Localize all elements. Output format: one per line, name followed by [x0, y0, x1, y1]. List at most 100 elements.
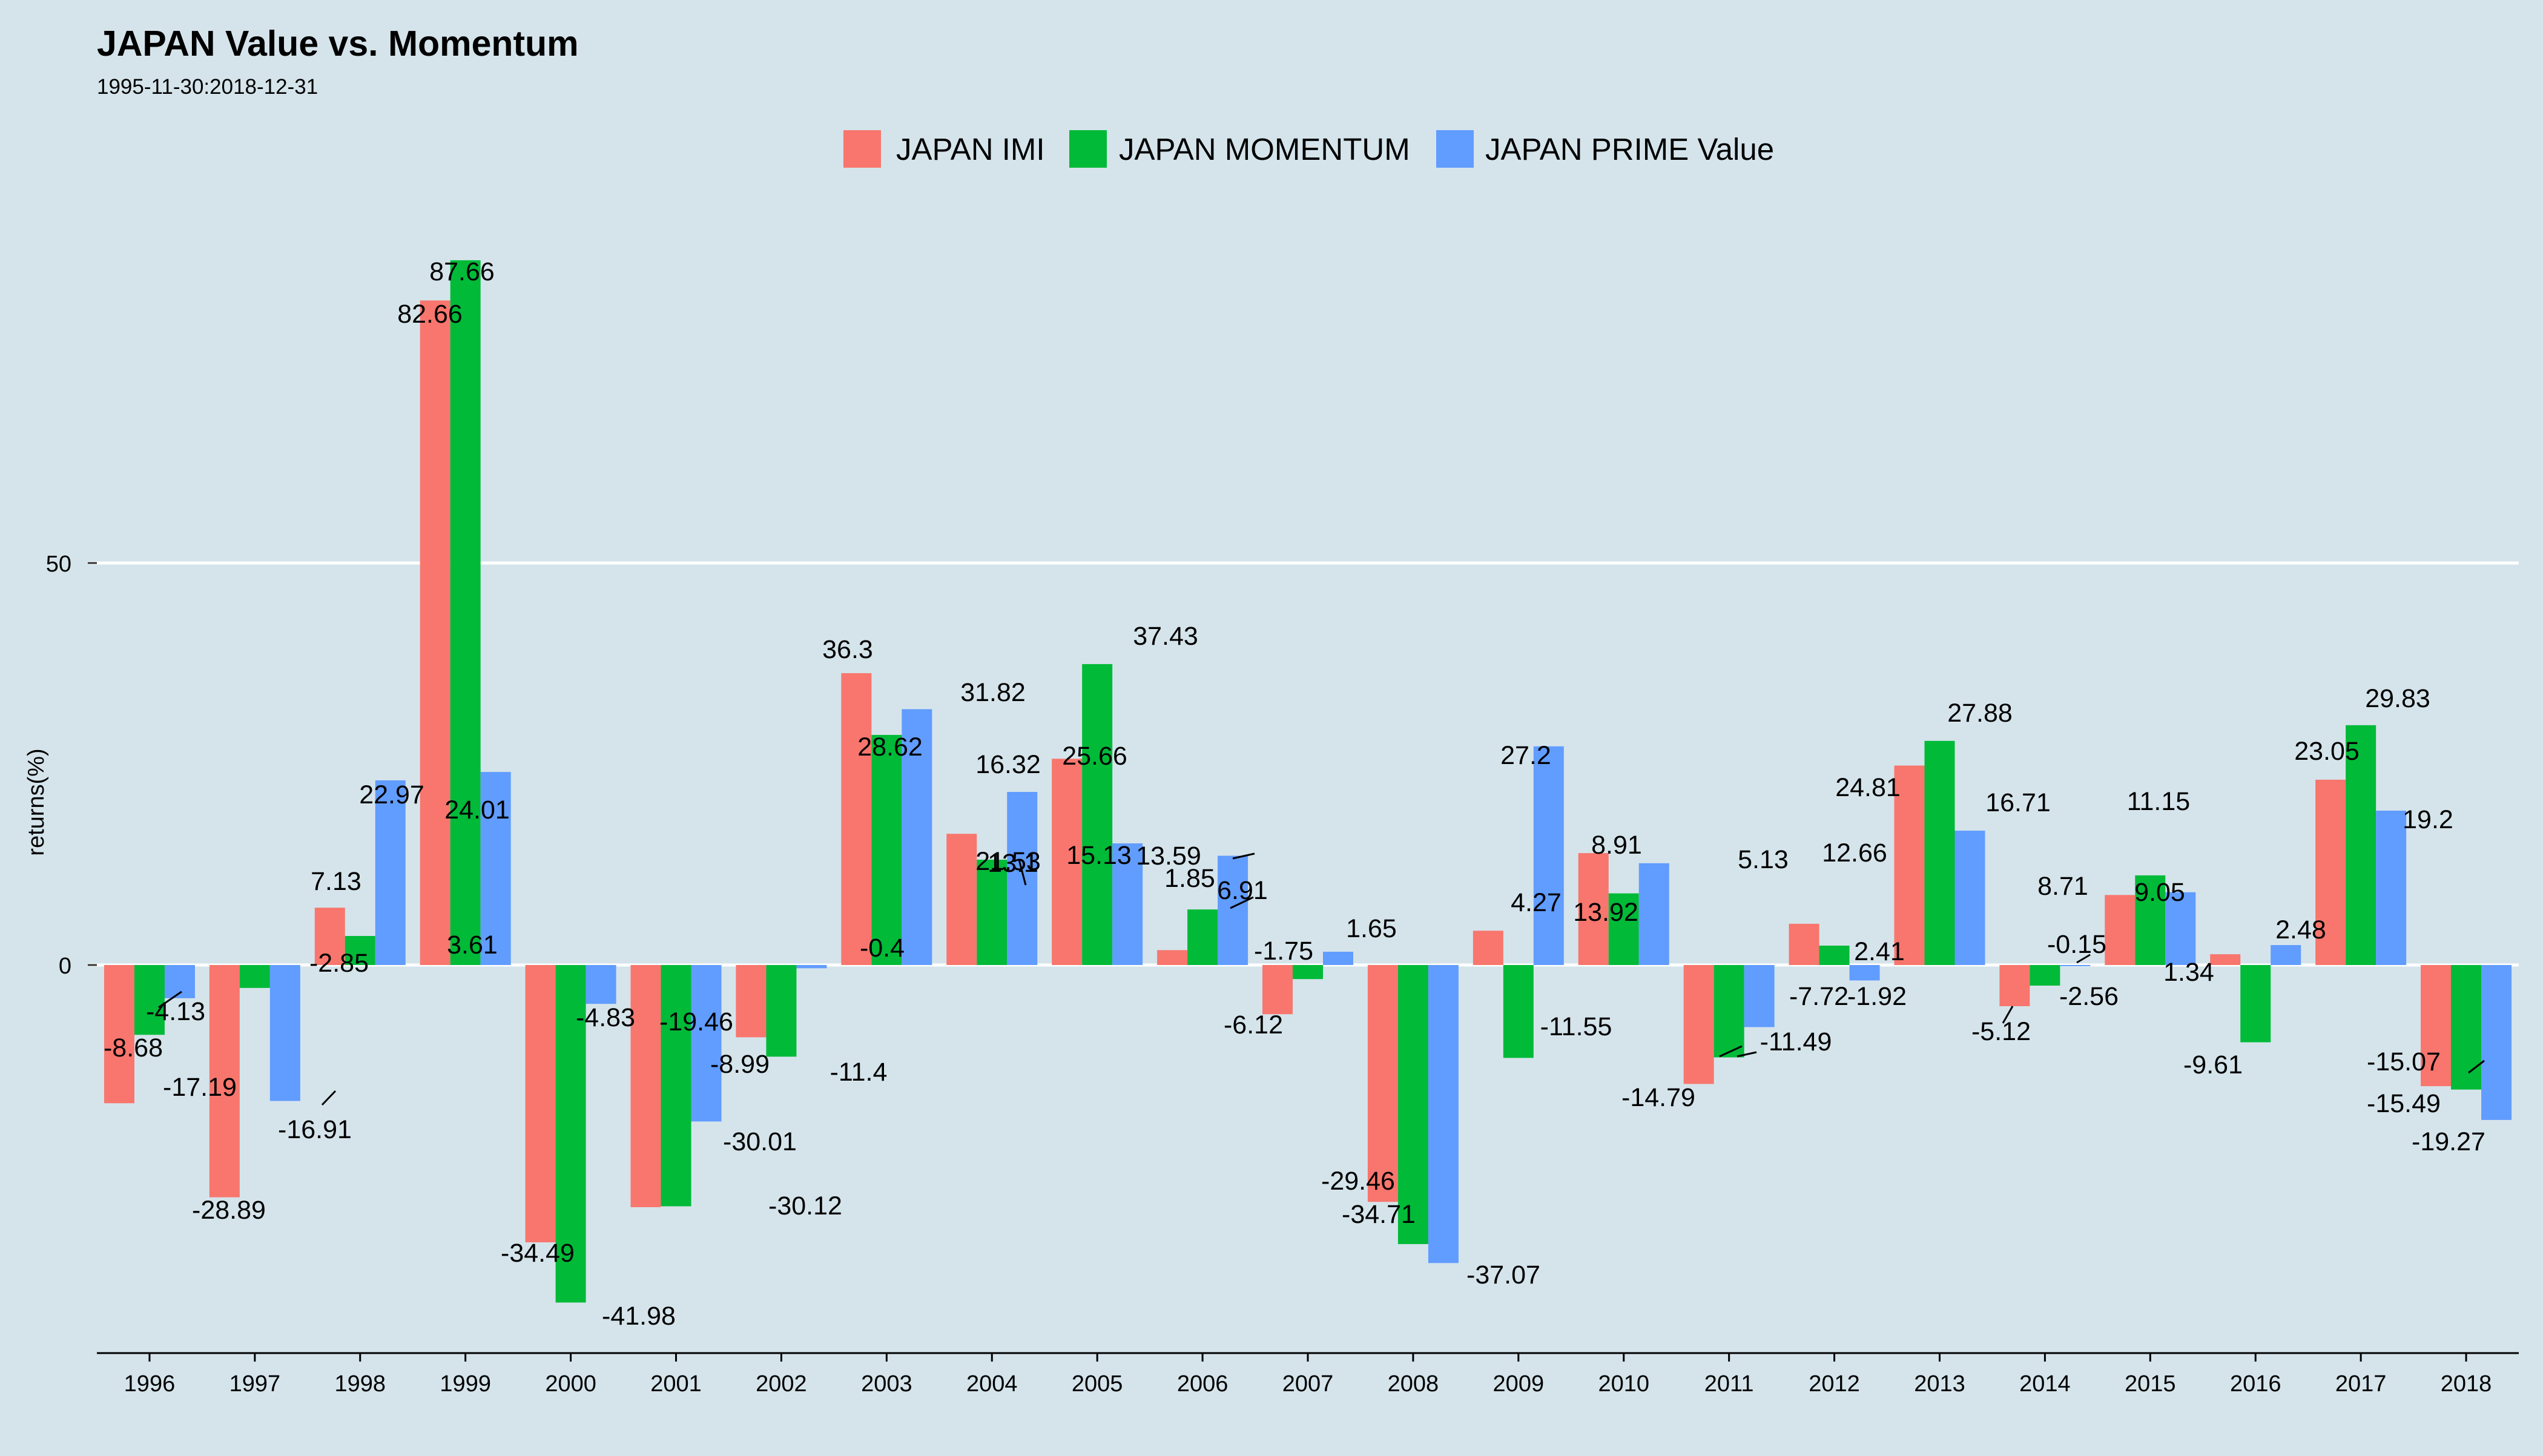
data-label: 7.13: [311, 867, 361, 896]
data-label: 24.01: [444, 796, 510, 825]
bar-japan-momentum: [2346, 725, 2376, 965]
data-label: -2.85: [309, 949, 369, 978]
data-label: 13.92: [1573, 898, 1638, 927]
data-label: -8.68: [104, 1033, 163, 1062]
legend-key-japan-imi: [843, 130, 881, 168]
data-label: -16.91: [278, 1115, 352, 1144]
x-tick-label: 1999: [440, 1371, 491, 1397]
data-label: -30.12: [768, 1191, 842, 1220]
x-tick-label: 2001: [650, 1371, 702, 1397]
data-label: -11.49: [1760, 1027, 1832, 1056]
data-label: -0.4: [860, 934, 905, 963]
bar-japan-imi: [1578, 853, 1609, 965]
data-label: -29.46: [1321, 1167, 1395, 1196]
legend-key-japan-prime-value: [1436, 130, 1474, 168]
bar-japan-prime-value: [1323, 952, 1353, 965]
x-tick-label: 2013: [1914, 1371, 1965, 1397]
data-label: 28.62: [857, 733, 923, 762]
data-label: -4.83: [576, 1003, 635, 1032]
bar-japan-imi: [1262, 965, 1293, 1015]
label-leader-line: [2076, 954, 2091, 964]
bar-japan-momentum: [1819, 945, 1850, 965]
bar-japan-prime-value: [1744, 965, 1775, 1027]
data-label: 1.34: [2163, 958, 2214, 987]
bar-japan-prime-value: [1533, 746, 1564, 965]
bar-japan-momentum: [1397, 965, 1428, 1244]
bar-japan-momentum: [134, 965, 165, 1035]
data-label: 37.43: [1133, 622, 1198, 651]
data-label: -2.56: [2059, 982, 2119, 1011]
bar-japan-imi: [1789, 923, 1819, 965]
data-label: 27.88: [1947, 699, 2013, 728]
bar-japan-prime-value: [2376, 811, 2407, 965]
bar-japan-imi: [209, 965, 240, 1197]
label-leader-line: [2468, 1059, 2485, 1074]
bar-japan-momentum: [661, 965, 691, 1207]
bar-japan-imi: [1894, 765, 1925, 965]
x-tick-label: 1996: [124, 1371, 176, 1397]
chart-title: JAPAN Value vs. Momentum: [97, 24, 579, 64]
x-tick-label: 2012: [1809, 1371, 1860, 1397]
bar-japan-imi: [1473, 931, 1503, 965]
bar-japan-prime-value: [269, 965, 300, 1101]
data-label: 16.32: [975, 750, 1041, 779]
bar-japan-imi: [630, 965, 661, 1207]
label-leader-line: [1232, 852, 1255, 860]
bar-japan-momentum: [2030, 965, 2060, 986]
label-leader-line: [1230, 896, 1254, 909]
x-tick-label: 2018: [2441, 1371, 2492, 1397]
bar-japan-momentum: [1924, 740, 1955, 965]
label-leader-line: [1719, 1045, 1743, 1058]
data-label: 22.97: [359, 780, 424, 809]
bar-japan-momentum: [1293, 965, 1323, 980]
data-label: 4.27: [1511, 888, 1562, 917]
data-label: -30.01: [723, 1127, 797, 1156]
data-label: -34.71: [1342, 1200, 1416, 1229]
data-label: 1.65: [1346, 914, 1397, 943]
x-tick-label: 1998: [335, 1371, 386, 1397]
label-leader-line: [1737, 1051, 1757, 1058]
data-label: -15.07: [2367, 1047, 2441, 1076]
bar-japan-prime-value: [2481, 965, 2512, 1120]
bar-japan-prime-value: [691, 965, 722, 1122]
data-label: 13.1: [988, 849, 1038, 878]
bar-japan-imi: [104, 965, 134, 1104]
bar-japan-momentum: [2451, 965, 2482, 1090]
y-tick-label: 0: [59, 954, 71, 979]
bar-japan-prime-value: [1218, 855, 1248, 965]
bar-japan-imi: [420, 300, 450, 966]
y-tick-label: 50: [46, 552, 71, 577]
bar-japan-prime-value: [796, 965, 827, 969]
x-tick-label: 2010: [1598, 1371, 1649, 1397]
bar-japan-imi: [1052, 759, 1083, 965]
x-tick-label: 2009: [1493, 1371, 1545, 1397]
x-tick-label: 2000: [545, 1371, 596, 1397]
data-label: -11.55: [1540, 1012, 1612, 1041]
bar-japan-imi: [2210, 954, 2241, 965]
data-label: -8.99: [710, 1050, 770, 1079]
data-label: 31.82: [960, 678, 1026, 707]
bar-japan-momentum: [766, 965, 797, 1057]
legend-label: JAPAN IMI: [896, 132, 1045, 166]
data-label: -41.98: [602, 1302, 676, 1331]
bar-japan-momentum: [1187, 909, 1218, 965]
bar-japan-prime-value: [1007, 792, 1038, 965]
data-label: 6.91: [1217, 876, 1268, 905]
data-label: 2.41: [1854, 937, 1905, 966]
data-label: 19.2: [2403, 805, 2453, 834]
bar-japan-prime-value: [585, 965, 616, 1004]
bar-japan-imi: [1999, 965, 2030, 1006]
bar-japan-momentum: [1503, 965, 1534, 1058]
label-leader-line: [2002, 1006, 2014, 1024]
x-tick-label: 2004: [966, 1371, 1018, 1397]
data-label: -17.19: [163, 1073, 237, 1102]
bar-japan-prime-value: [375, 780, 406, 965]
data-label: 2.48: [2275, 915, 2326, 944]
data-label: 8.91: [1591, 831, 1642, 860]
bar-japan-imi: [314, 908, 345, 965]
label-leader-line: [1018, 859, 1027, 886]
data-label: 25.66: [1062, 742, 1127, 771]
data-label: 3.61: [447, 931, 498, 960]
